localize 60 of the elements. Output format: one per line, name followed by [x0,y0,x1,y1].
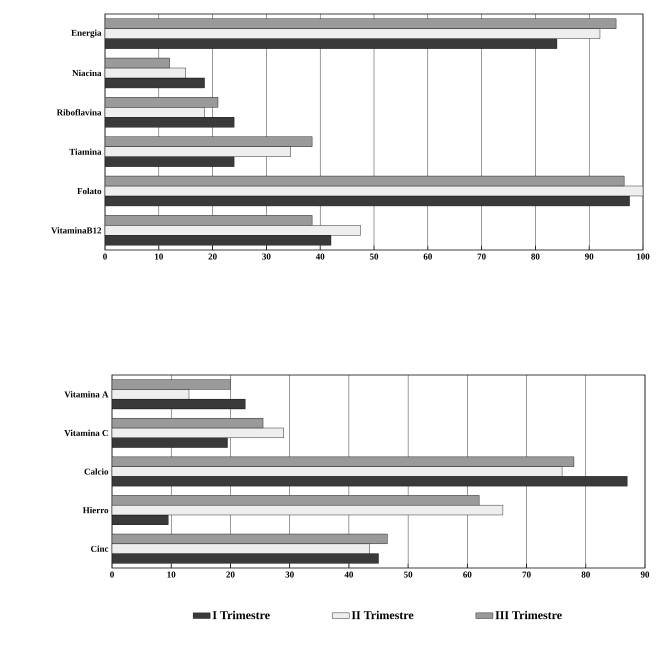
x-tick-label: 30 [286,572,294,578]
bar [112,389,190,400]
y-tick-label: Vitamina C [64,430,108,436]
bar [112,495,480,506]
bar [105,176,624,186]
bar [105,196,630,206]
y-tick-label: Tiamina [69,148,102,155]
bar [105,215,312,226]
x-tick-label: 20 [208,254,217,260]
x-tick-label: 80 [531,254,540,260]
x-tick-label: 60 [424,254,432,260]
bar [112,514,168,525]
legend-label: III Trimestre [496,610,562,620]
x-tick-label: 90 [640,572,650,578]
x-tick-label: 100 [637,254,650,260]
bar [105,97,218,108]
x-tick-label: 50 [370,254,378,260]
x-tick-label: 60 [463,572,472,578]
y-tick-label: Cinc [90,546,108,552]
y-tick-label: Hierro [82,506,108,514]
legend-label: I Trimestre [212,610,270,620]
bar [112,534,388,544]
y-tick-label: Niacina [72,70,102,76]
bar [105,117,234,128]
x-tick-label: 0 [103,254,107,260]
y-tick-label: Calcio [84,468,108,475]
bar [105,235,332,246]
y-tick-label: VitaminaB12 [51,227,102,234]
x-tick-label: 10 [155,254,163,260]
bar [105,156,234,167]
bar [112,438,228,448]
bar [112,505,504,516]
bar [112,398,246,410]
bar [112,466,562,477]
bar [112,553,379,564]
legend-label: II Trimestre [352,610,414,620]
y-tick-label: Riboflavina [56,109,102,116]
x-tick-label: 10 [167,572,176,578]
bar [105,38,558,49]
x-tick-label: 80 [582,572,590,578]
y-tick-label: Folato [77,188,102,194]
x-tick-label: 40 [316,254,324,260]
y-tick-label: Vitamina A [64,391,108,398]
x-tick-label: 90 [584,254,594,260]
bar [112,379,231,390]
y-tick-label: Energia [71,30,102,38]
x-tick-label: 50 [404,572,412,578]
x-tick-label: 70 [522,572,531,578]
bar [105,18,616,29]
bar [112,544,370,554]
x-tick-label: 0 [110,572,114,578]
bar [112,456,574,467]
bar [105,136,312,147]
x-tick-label: 30 [262,254,271,260]
bar [112,476,628,486]
x-tick-label: 20 [226,572,235,578]
bar [112,428,284,438]
x-tick-label: 70 [478,254,486,260]
x-tick-label: 40 [344,572,354,578]
bar [112,418,264,428]
